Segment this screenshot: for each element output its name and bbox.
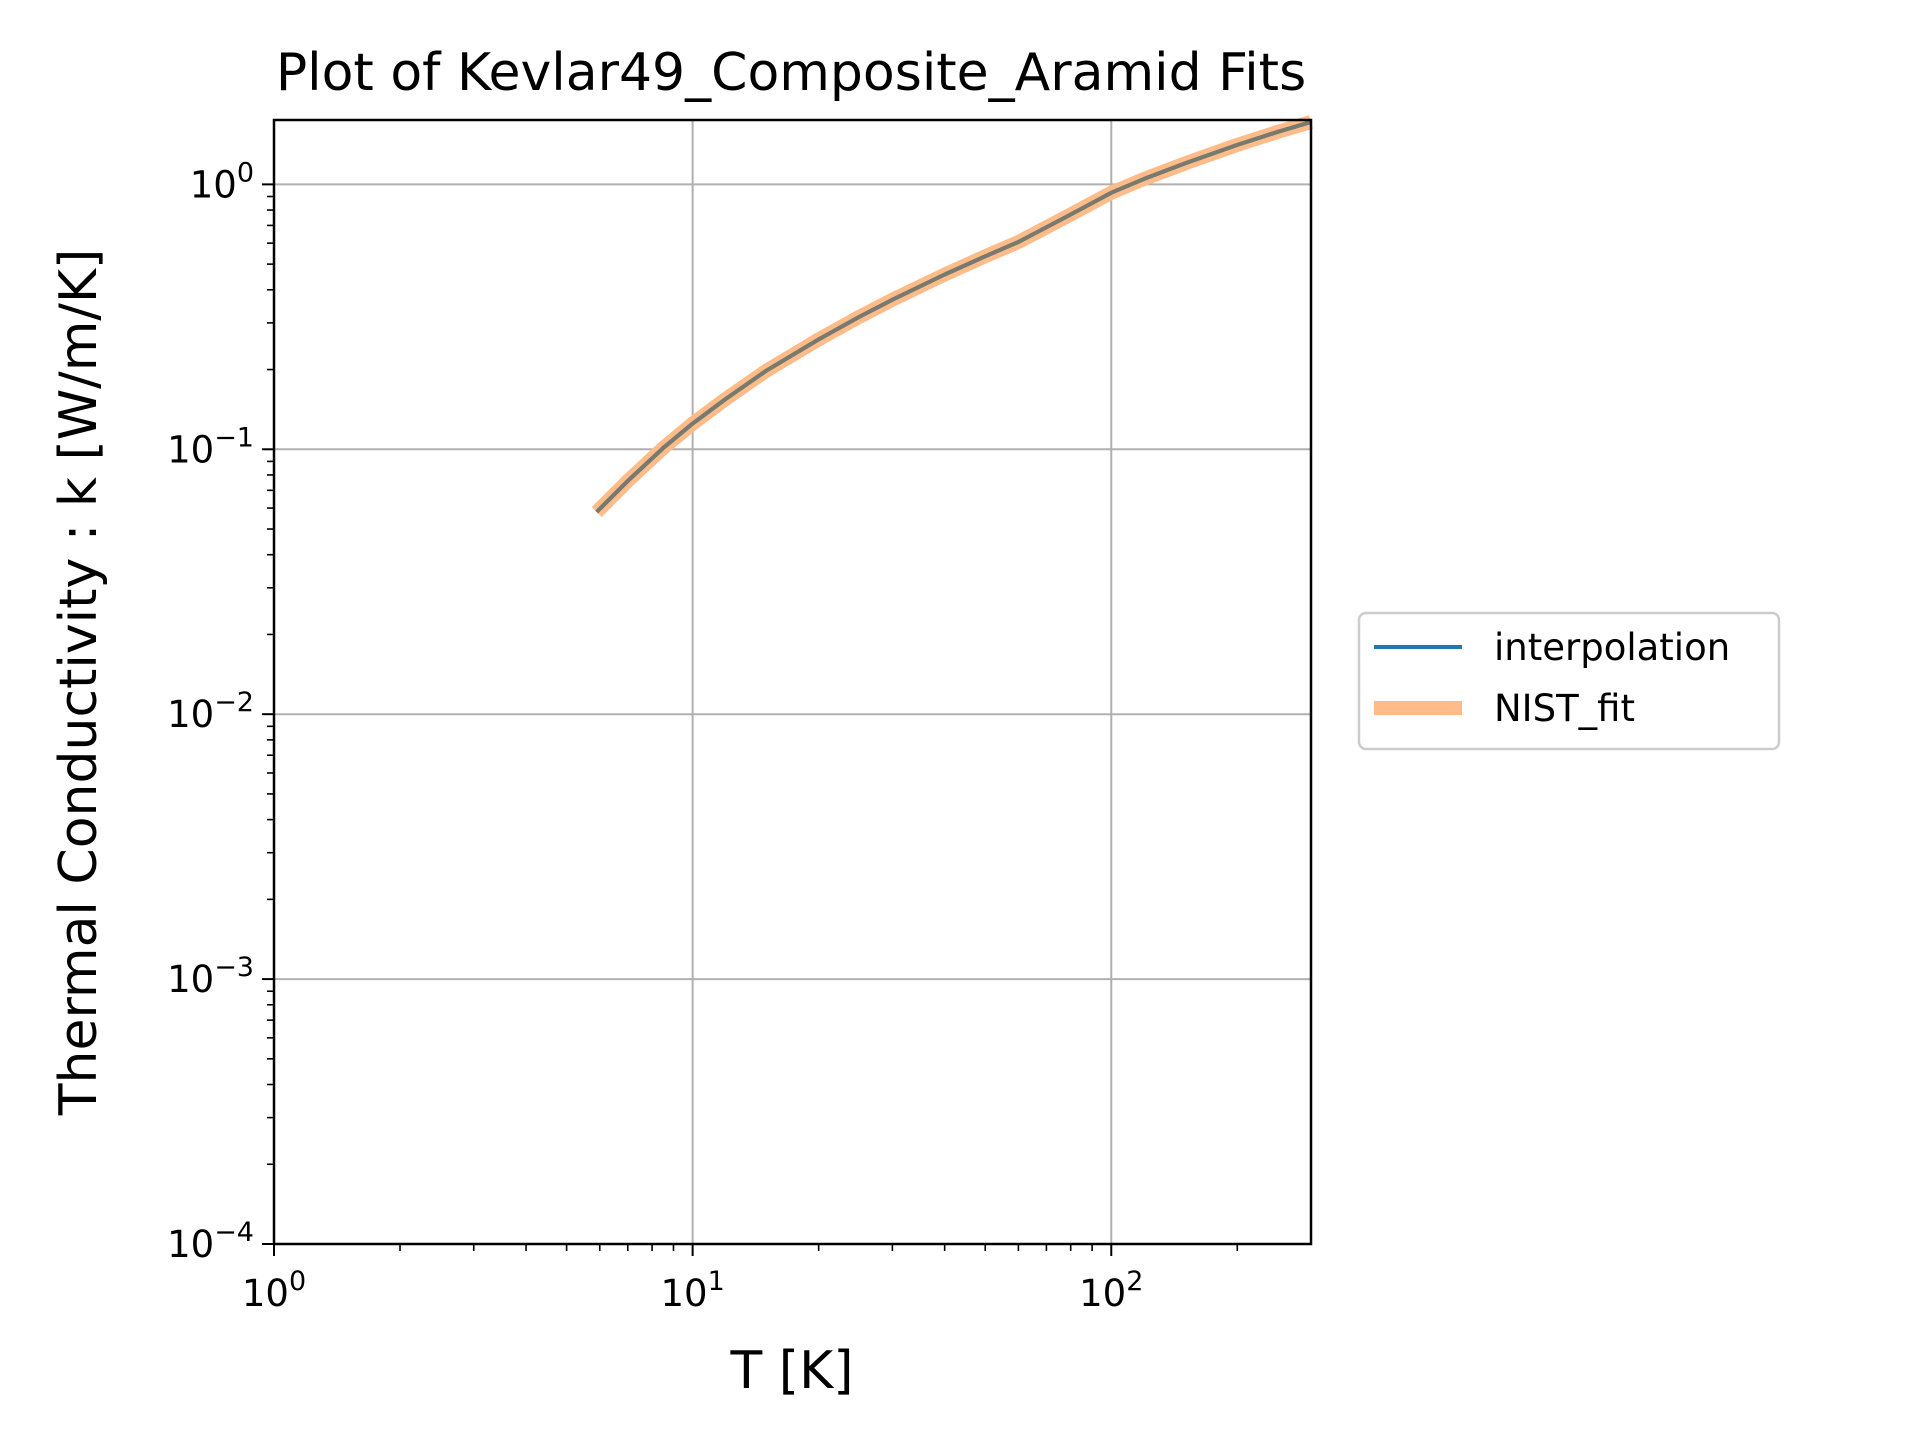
y-tick-label: 10−4	[167, 1217, 254, 1266]
y-tick-label: 10−2	[167, 687, 254, 736]
y-axis-label: Thermal Conductivity : k [W/m/K]	[49, 249, 109, 1117]
y-tick-label: 10−1	[167, 422, 254, 471]
legend: interpolation NIST_fit	[1357, 611, 1781, 751]
legend-label-interpolation: interpolation	[1494, 626, 1730, 669]
plot-area	[274, 120, 1311, 1244]
y-axis-ticks: 100 10−1 10−2 10−3 10−4	[167, 157, 274, 1266]
x-axis-ticks: 100 101 102	[242, 1244, 1143, 1315]
x-axis-label: T [K]	[730, 1341, 854, 1401]
x-tick-label: 102	[1079, 1266, 1143, 1315]
y-tick-label: 10−3	[167, 952, 254, 1001]
y-tick-label: 100	[190, 157, 254, 206]
legend-label-nist-fit: NIST_fit	[1494, 687, 1635, 730]
legend-box	[1357, 611, 1781, 751]
x-tick-label: 101	[660, 1266, 724, 1315]
plot-frame	[272, 118, 1313, 1246]
series-line-overlap	[595, 120, 1312, 514]
chart-title: Plot of Kevlar49_Composite_Aramid Fits	[276, 43, 1306, 103]
x-tick-label: 100	[242, 1266, 306, 1315]
series-lines	[591, 115, 1313, 517]
